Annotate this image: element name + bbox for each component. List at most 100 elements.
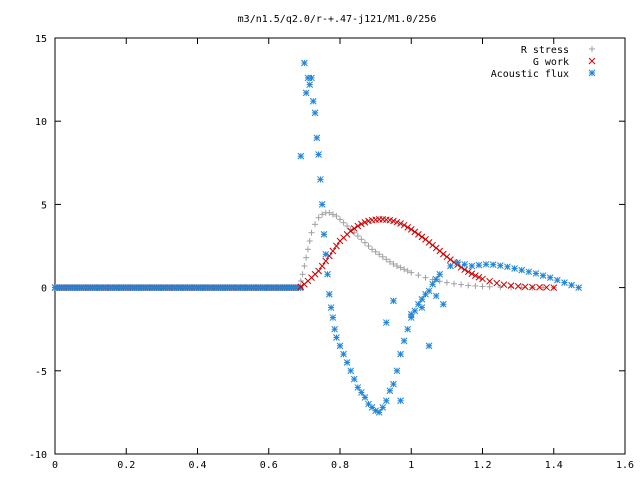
data-point xyxy=(390,260,397,267)
legend-marker xyxy=(588,69,596,77)
data-point xyxy=(408,269,415,276)
x-tick-label: 1.6 xyxy=(616,460,634,471)
data-point xyxy=(400,221,408,229)
data-point xyxy=(397,220,404,227)
data-point xyxy=(436,270,444,278)
data-point xyxy=(425,287,433,295)
data-point xyxy=(331,325,339,333)
data-point xyxy=(504,263,511,271)
data-point xyxy=(439,300,447,308)
data-point xyxy=(379,404,387,411)
data-point xyxy=(329,247,337,255)
data-point xyxy=(543,284,550,291)
data-point xyxy=(404,325,412,333)
data-point xyxy=(315,151,322,158)
data-point xyxy=(479,283,486,290)
data-point xyxy=(454,259,461,266)
data-point xyxy=(386,258,393,265)
series-r-stress xyxy=(297,209,557,291)
data-point xyxy=(315,267,322,275)
data-point xyxy=(464,268,472,276)
data-point xyxy=(443,279,450,286)
data-point xyxy=(324,270,331,278)
y-tick-label: 10 xyxy=(35,117,47,128)
legend-label: G work xyxy=(533,57,569,68)
data-point xyxy=(447,256,454,263)
data-point xyxy=(472,282,479,289)
data-point xyxy=(312,221,319,228)
data-point xyxy=(425,342,433,350)
data-point xyxy=(540,284,547,291)
data-point xyxy=(418,304,426,311)
series-layer xyxy=(297,59,583,416)
data-point xyxy=(337,216,343,223)
data-point xyxy=(539,272,547,279)
data-point xyxy=(386,387,394,395)
data-point xyxy=(518,266,526,274)
data-point xyxy=(347,227,355,235)
data-point xyxy=(422,274,429,281)
data-point xyxy=(313,134,321,142)
y-tick-label: -10 xyxy=(29,450,47,461)
data-point xyxy=(511,265,518,272)
y-tick-label: 0 xyxy=(41,284,47,295)
data-point xyxy=(575,284,583,291)
data-point xyxy=(514,282,522,290)
y-tick-label: 15 xyxy=(35,34,47,45)
data-point xyxy=(333,334,340,341)
data-point xyxy=(397,350,404,358)
data-point xyxy=(340,350,347,358)
data-point xyxy=(468,262,476,270)
data-point xyxy=(301,262,308,269)
data-point xyxy=(308,229,315,236)
data-point xyxy=(465,282,472,289)
chart-title: m3/n1.5/q2.0/r-+.47-j121/M1.0/256 xyxy=(238,14,437,25)
data-point xyxy=(461,266,469,273)
data-point xyxy=(304,246,311,253)
legend-marker xyxy=(588,57,596,65)
data-point xyxy=(318,201,326,208)
data-point xyxy=(486,277,493,285)
data-point xyxy=(447,262,454,270)
data-point xyxy=(429,280,436,288)
data-point xyxy=(354,222,362,230)
data-point xyxy=(329,211,336,218)
data-point xyxy=(529,283,536,291)
series-g-work xyxy=(297,216,558,291)
data-point xyxy=(382,319,390,326)
data-point xyxy=(340,219,347,226)
data-point xyxy=(379,253,386,260)
y-tick-label: 5 xyxy=(41,200,47,211)
y-tick-label: -5 xyxy=(35,367,47,378)
data-point xyxy=(311,109,319,117)
data-point xyxy=(358,236,365,243)
data-point xyxy=(482,260,490,268)
data-point xyxy=(497,284,504,291)
data-point xyxy=(432,275,440,283)
data-point xyxy=(350,225,358,232)
data-point xyxy=(390,380,397,388)
data-point xyxy=(401,266,408,273)
data-point xyxy=(400,337,408,345)
data-point xyxy=(479,275,486,283)
data-point xyxy=(308,74,315,82)
plot-frame xyxy=(54,37,626,455)
data-point xyxy=(375,409,383,416)
data-point xyxy=(306,81,314,88)
data-point xyxy=(425,238,433,246)
data-point xyxy=(301,59,308,67)
data-point xyxy=(376,251,383,258)
data-point xyxy=(404,267,411,274)
data-point xyxy=(383,256,390,263)
data-point xyxy=(336,342,344,350)
data-point xyxy=(358,389,365,396)
data-point xyxy=(418,233,426,241)
data-point xyxy=(536,283,543,291)
data-point xyxy=(407,310,415,318)
data-point xyxy=(443,253,451,261)
data-point xyxy=(546,274,554,281)
data-point xyxy=(354,384,362,391)
data-point xyxy=(361,219,369,226)
data-point xyxy=(358,220,365,228)
